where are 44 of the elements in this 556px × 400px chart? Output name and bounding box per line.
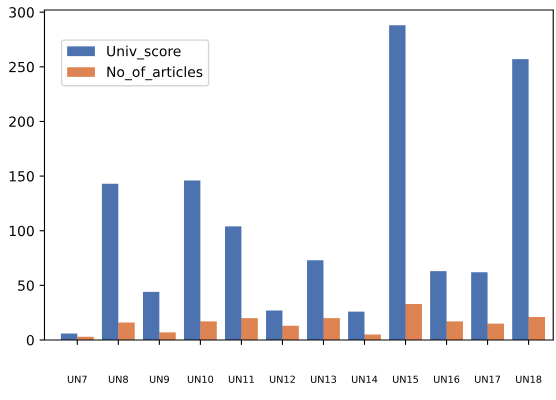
y-tick-label: 0 xyxy=(26,334,34,346)
bar xyxy=(430,271,447,340)
bar xyxy=(225,226,242,340)
bar xyxy=(118,322,135,340)
x-tick-label: UN10 xyxy=(188,376,214,383)
x-tick-label: UN14 xyxy=(352,376,378,383)
x-tick-label: UN11 xyxy=(228,376,254,383)
x-tick-label: UN15 xyxy=(392,376,418,383)
bar xyxy=(159,332,176,340)
y-tick-label: 150 xyxy=(10,171,34,182)
x-tick-label: UN12 xyxy=(270,376,295,383)
bar xyxy=(266,310,282,340)
bar xyxy=(512,59,529,340)
bar xyxy=(307,260,324,340)
bar xyxy=(488,324,504,340)
bar xyxy=(102,184,118,340)
bar xyxy=(389,25,406,340)
x-tick-label: UN8 xyxy=(108,376,128,383)
x-tick-label: UN16 xyxy=(434,376,460,383)
bar xyxy=(364,334,381,340)
x-tick-label: UN17 xyxy=(475,376,500,383)
y-tick-label: 100 xyxy=(10,226,34,236)
y-tick-label: 250 xyxy=(9,62,34,72)
bar xyxy=(282,326,299,340)
bar xyxy=(184,180,200,340)
y-tick-label: 50 xyxy=(18,280,34,291)
bar xyxy=(446,321,463,340)
bar xyxy=(241,318,258,340)
x-tick-label: UN7 xyxy=(68,376,87,383)
bar xyxy=(142,292,160,340)
x-tick-label: UN18 xyxy=(516,376,542,383)
x-tick-label: UN13 xyxy=(310,376,336,383)
bar xyxy=(60,333,78,340)
x-tick-label: UN9 xyxy=(150,376,169,383)
legend-label: Univ_score xyxy=(107,46,181,60)
bar xyxy=(406,304,422,340)
bar xyxy=(323,318,340,340)
bar xyxy=(200,321,217,340)
bar xyxy=(471,272,488,340)
bar xyxy=(348,312,364,340)
bar xyxy=(528,317,546,340)
legend-label: No_of_articles xyxy=(107,66,202,80)
y-tick-label: 200 xyxy=(9,116,34,127)
y-tick-label: 300 xyxy=(9,7,34,18)
